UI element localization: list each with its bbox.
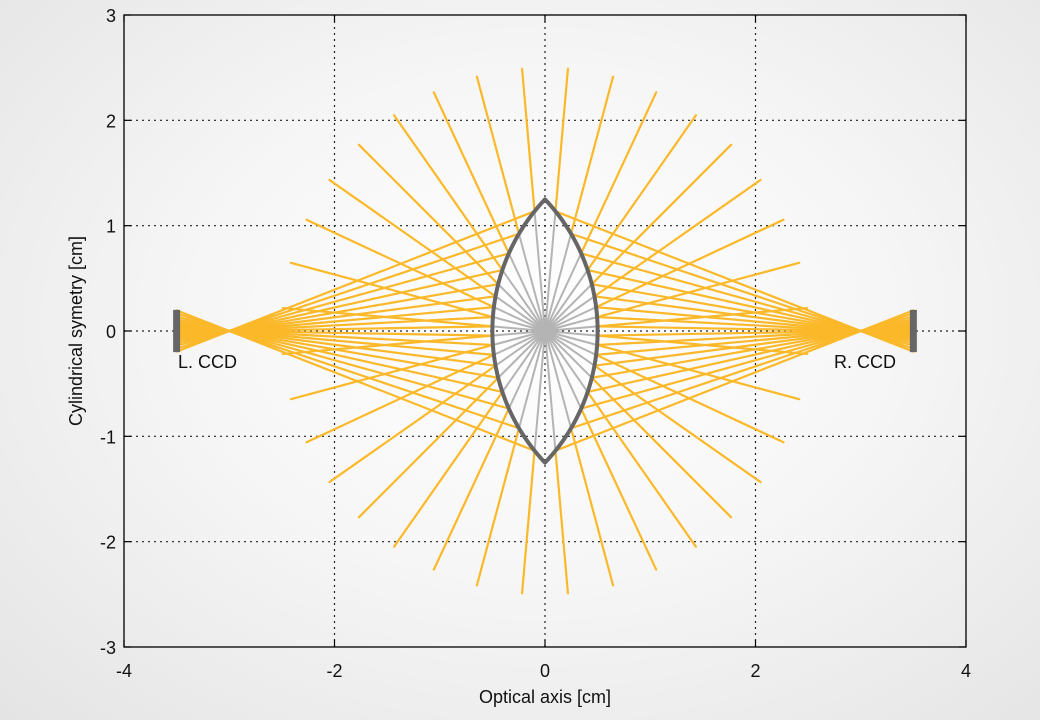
outer-ray	[596, 343, 801, 401]
outer-ray	[586, 390, 698, 548]
outer-ray	[586, 114, 698, 272]
inner-ray	[492, 316, 546, 332]
inner-ray	[518, 330, 546, 429]
outer-ray	[580, 91, 658, 255]
inner-ray	[492, 330, 546, 337]
outer-ray	[432, 407, 510, 571]
inner-ray	[493, 330, 546, 356]
outer-ray	[520, 449, 536, 595]
outer-ray	[554, 67, 570, 213]
outer-ray	[289, 261, 494, 319]
outer-ray	[554, 449, 570, 595]
outer-ray	[357, 143, 500, 286]
inner-ray	[507, 330, 546, 410]
x-tick-label: 2	[750, 661, 760, 681]
axis-ticks: -4 -2 0 2 4 -3 -2 -1 0 1 2 3	[100, 6, 971, 681]
inner-ray	[493, 306, 546, 332]
x-tick-label: 4	[961, 661, 971, 681]
outer-ray	[590, 143, 733, 286]
inner-ray	[544, 330, 557, 451]
outer-ray	[593, 364, 762, 484]
outer-ray	[569, 427, 615, 587]
lens	[490, 197, 600, 465]
inner-ray	[492, 330, 546, 346]
x-tick-label: -2	[326, 661, 342, 681]
inner-ray	[533, 211, 546, 332]
inner-ray	[544, 295, 596, 332]
outer-ray	[596, 261, 801, 319]
inner-ray	[497, 330, 546, 379]
ccd-detectors	[173, 309, 917, 353]
outer-ray	[281, 306, 494, 328]
outer-ray	[596, 334, 809, 356]
inner-ray	[544, 330, 572, 429]
inner-ray	[544, 233, 572, 332]
outer-ray	[520, 67, 536, 213]
inner-ray	[544, 330, 598, 346]
inner-ray	[507, 252, 546, 332]
lens-internal-rays	[492, 211, 598, 451]
inner-ray	[494, 295, 546, 332]
focused-ray	[175, 309, 536, 452]
y-tick-label: -1	[100, 427, 116, 447]
outer-ray	[475, 75, 521, 235]
outer-ray	[569, 75, 615, 235]
inner-ray	[544, 330, 598, 337]
lens-outline	[490, 197, 600, 465]
inner-ray	[544, 316, 598, 332]
inner-ray	[497, 283, 546, 332]
inner-ray	[544, 330, 583, 410]
outer-ray	[289, 343, 494, 401]
inner-ray	[501, 330, 546, 393]
inner-ray	[544, 330, 597, 356]
inner-ray	[544, 330, 596, 367]
outer-ray	[595, 353, 785, 444]
y-axis-label: Cylindrical symetry [cm]	[66, 236, 86, 426]
inner-ray	[544, 252, 583, 332]
inner-ray	[492, 325, 546, 332]
inner-ray	[544, 330, 593, 379]
outer-ray	[580, 407, 658, 571]
outer-ray	[590, 376, 733, 519]
inner-ray	[544, 306, 597, 332]
outer-ray	[305, 218, 495, 309]
focused-ray	[554, 210, 915, 353]
inner-ray	[518, 233, 546, 332]
y-tick-label: -2	[100, 533, 116, 553]
x-tick-label: -4	[116, 661, 132, 681]
y-tick-label: -3	[100, 638, 116, 658]
inner-ray	[544, 283, 593, 332]
inner-ray	[544, 325, 598, 332]
x-tick-label: 0	[540, 661, 550, 681]
inner-ray	[533, 330, 546, 451]
inner-ray	[501, 269, 546, 332]
outer-ray	[392, 114, 504, 272]
right-ccd-label: R. CCD	[834, 352, 896, 372]
inner-ray	[544, 330, 589, 393]
outer-ray	[357, 376, 500, 519]
outer-ray	[475, 427, 521, 587]
focused-ray	[596, 328, 915, 337]
y-tick-label: 3	[106, 6, 116, 26]
light-rays	[175, 67, 915, 595]
y-tick-label: 0	[106, 322, 116, 342]
y-tick-label: 2	[106, 111, 116, 131]
y-tick-label: 1	[106, 217, 116, 237]
inner-ray	[544, 211, 557, 332]
x-axis-label: Optical axis [cm]	[479, 687, 611, 707]
outer-ray	[392, 390, 504, 548]
outer-ray	[432, 91, 510, 255]
inner-ray	[494, 330, 546, 367]
inner-ray	[544, 269, 589, 332]
left-ccd-label: L. CCD	[178, 352, 237, 372]
outer-ray	[328, 178, 497, 298]
